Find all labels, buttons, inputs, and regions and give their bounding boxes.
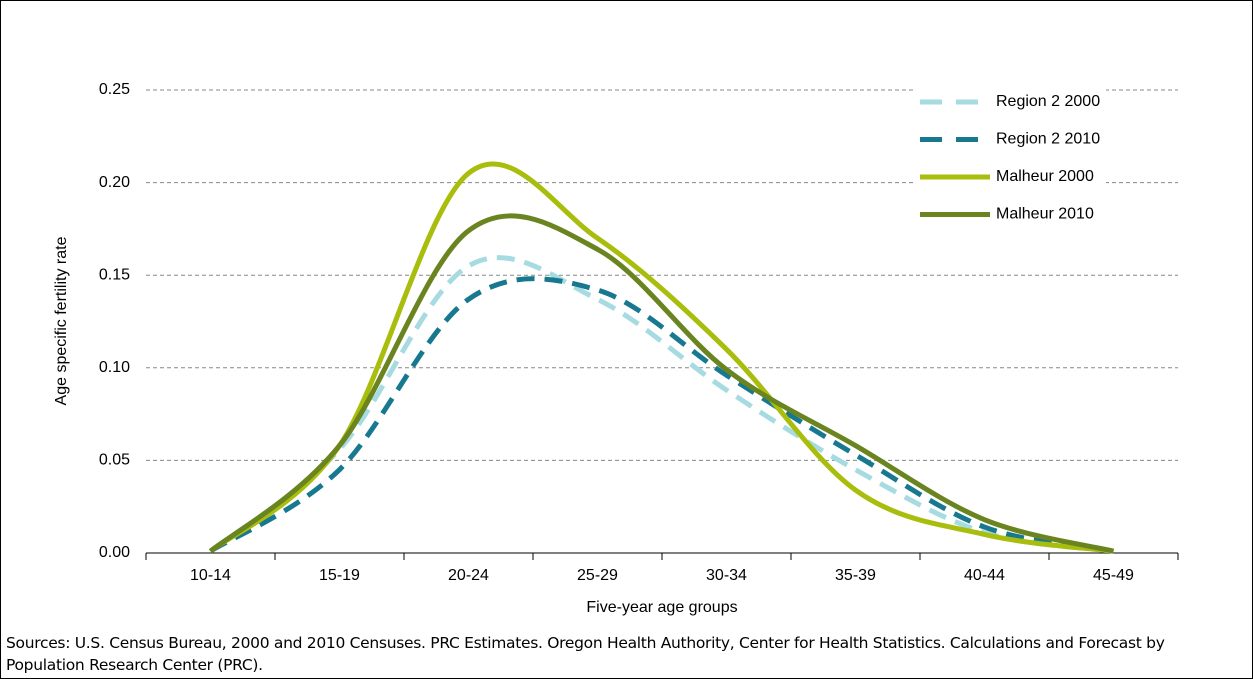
y-tick-label: 0.25 [99, 81, 130, 98]
legend-label: Region 2 2000 [996, 93, 1100, 110]
x-tick-label: 10-14 [190, 567, 231, 584]
x-axis-label: Five-year age groups [586, 599, 737, 616]
series-line [208, 255, 1114, 554]
legend-bg [916, 125, 1106, 154]
legend-label: Malheur 2000 [996, 168, 1094, 185]
source-note: Sources: U.S. Census Bureau, 2000 and 20… [6, 634, 1165, 674]
series-line [208, 213, 1115, 554]
y-axis-label: Age specific fertility rate [53, 236, 70, 405]
series-line [209, 276, 1114, 554]
y-tick-label: 0.00 [99, 544, 130, 561]
legend-label: Malheur 2010 [996, 206, 1094, 223]
x-tick-label: 15-19 [319, 567, 360, 584]
x-tick-label: 45-49 [1093, 567, 1134, 584]
x-tick-label: 35-39 [835, 567, 876, 584]
y-tick-label: 0.15 [99, 266, 130, 283]
x-tick-label: 30-34 [706, 567, 747, 584]
x-tick-label: 40-44 [964, 567, 1005, 584]
y-tick-label: 0.05 [99, 452, 130, 469]
legend-bg [916, 88, 1106, 116]
x-tick-label: 20-24 [448, 567, 489, 584]
y-tick-label: 0.10 [99, 359, 130, 376]
x-tick-label: 25-29 [577, 567, 618, 584]
legend-label: Region 2 2010 [996, 131, 1100, 148]
y-tick-label: 0.20 [99, 174, 130, 191]
